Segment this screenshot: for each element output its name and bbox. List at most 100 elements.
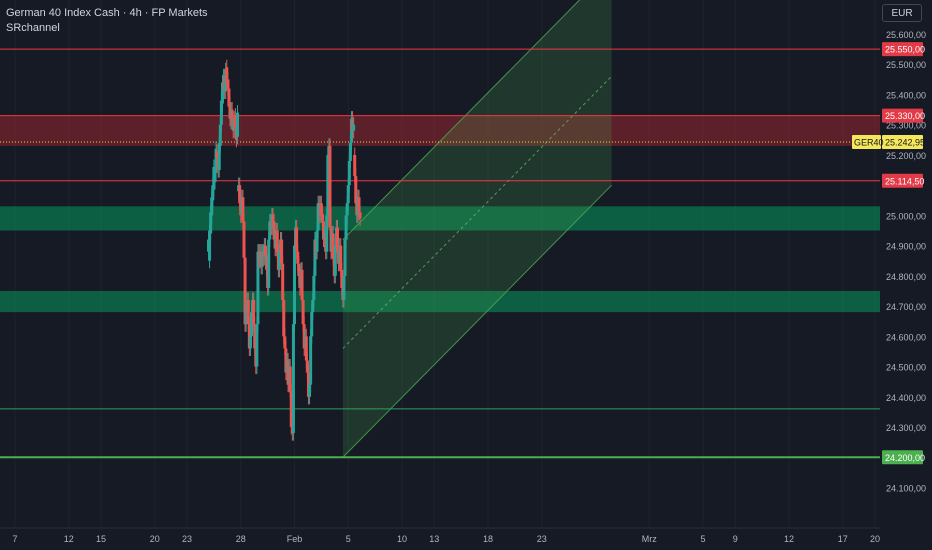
candle-body: [260, 251, 264, 267]
time-tick-label: Feb: [287, 534, 303, 544]
time-tick-label: Mrz: [642, 534, 657, 544]
candle-body: [342, 275, 346, 301]
candle-body: [252, 300, 256, 325]
price-tick-label: 25.300,00: [886, 121, 926, 131]
candle-body: [244, 312, 248, 325]
candle-body: [311, 300, 315, 313]
support-price-label: 24.200,00: [885, 453, 925, 463]
candle-body: [275, 230, 279, 252]
candle-body: [293, 245, 296, 325]
current-price-label-bg: [882, 134, 923, 149]
candle-body: [265, 254, 269, 270]
candle-body: [242, 221, 246, 258]
candle-body: [248, 336, 252, 349]
channel-lower-line: [342, 184, 612, 458]
price-tick-label: 25.600,00: [886, 30, 926, 40]
candle-body: [210, 197, 214, 216]
candle-body: [263, 245, 267, 255]
candle-body: [305, 360, 309, 373]
candle-body: [236, 112, 240, 137]
price-tick-label: 24.500,00: [886, 363, 926, 373]
price-tick-label: 24.400,00: [886, 393, 926, 403]
currency-button[interactable]: EUR: [882, 4, 922, 22]
candle-body: [226, 79, 230, 89]
resistance-price-label-bg: [882, 108, 923, 123]
candle-body: [300, 269, 304, 301]
price-tick-label: 25.400,00: [886, 90, 926, 100]
candle-body: [282, 300, 286, 337]
resistance-price-label-bg: [882, 42, 923, 57]
time-tick-label: 23: [182, 534, 192, 544]
symbol-tag-bg: [852, 134, 881, 149]
candle-body: [295, 227, 299, 252]
candle-body: [322, 221, 326, 240]
candle-body: [340, 269, 344, 288]
channel-upper-line: [342, 0, 581, 240]
candle-body: [313, 239, 317, 276]
candle-body: [302, 324, 306, 349]
candle-body: [296, 251, 300, 264]
chart-legend: German 40 Index Cash · 4h · FP Markets S…: [6, 6, 208, 36]
symbol-title[interactable]: German 40 Index Cash · 4h · FP Markets: [6, 7, 208, 19]
candle-body: [280, 239, 284, 264]
candle-body: [246, 300, 250, 325]
candle-body: [253, 324, 257, 349]
price-tick-label: 24.300,00: [886, 423, 926, 433]
price-tick-label: 25.000,00: [886, 211, 926, 221]
candle-body: [219, 100, 223, 125]
candle-body: [345, 203, 349, 216]
candle-body: [241, 197, 245, 222]
candle-body: [343, 239, 347, 276]
candle-body: [256, 251, 260, 325]
candle-body: [319, 203, 323, 216]
time-tick-label: 13: [429, 534, 439, 544]
support-zone: [0, 206, 880, 231]
candle-body: [357, 197, 361, 213]
candle-body: [325, 215, 329, 252]
candle-body: [339, 245, 343, 270]
time-tick-label: 12: [784, 534, 794, 544]
candle-body: [309, 336, 313, 385]
candle-body: [211, 185, 215, 201]
candle-body: [320, 215, 324, 222]
resistance-price-label: 25.114,50: [885, 176, 924, 186]
candle-body: [281, 263, 285, 301]
candle-body: [326, 154, 330, 216]
candle-body: [213, 176, 217, 183]
candle-body: [347, 160, 351, 186]
time-tick-label: 9: [733, 534, 738, 544]
candle-body: [225, 67, 229, 83]
candle-body: [227, 88, 231, 107]
candles-layer: [207, 59, 362, 441]
candle-body: [308, 384, 312, 397]
candle-body: [268, 221, 272, 240]
candle-body: [328, 145, 332, 228]
price-tick-label: 24.100,00: [886, 484, 926, 494]
channel-fill: [342, 0, 612, 458]
candle-body: [215, 151, 219, 158]
candle-body: [208, 230, 212, 261]
candle-body: [272, 221, 276, 240]
candle-body: [315, 230, 319, 252]
zones-layer: [0, 115, 880, 313]
price-labels: 25.550,00 25.330,00 25.114,50 24.200,00 25.2…: [852, 42, 925, 465]
indicator-name[interactable]: SRchannel: [6, 22, 60, 34]
candle-body: [230, 109, 234, 122]
level-lines: [0, 48, 880, 459]
candle-body: [310, 312, 314, 337]
candle-body: [352, 124, 356, 131]
time-tick-label: 12: [64, 534, 74, 544]
trend-channel: [342, 0, 612, 458]
support-zone: [0, 290, 880, 313]
candle-body: [238, 185, 242, 204]
candle-body: [353, 154, 357, 177]
support-price-label-bg: [882, 450, 923, 465]
candle-body: [255, 324, 259, 367]
time-tick-label: 10: [397, 534, 407, 544]
candle-body: [354, 176, 358, 204]
candle-body: [348, 142, 352, 161]
time-tick-label: 5: [346, 534, 351, 544]
candle-body: [283, 336, 287, 349]
candle-body: [358, 212, 362, 219]
